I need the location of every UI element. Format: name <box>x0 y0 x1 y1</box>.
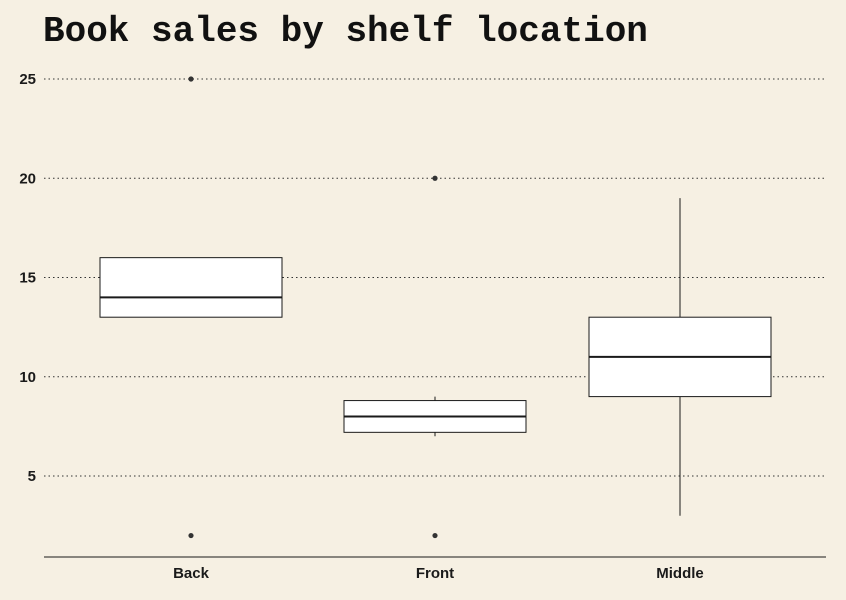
y-tick-label-20: 20 <box>19 170 36 187</box>
outlier-front-20 <box>432 175 438 181</box>
y-tick-label-5: 5 <box>28 468 36 485</box>
outlier-front-2 <box>432 532 438 539</box>
x-tick-label-middle: Middle <box>656 565 704 582</box>
chart-title: Book sales by shelf location <box>43 11 648 52</box>
outlier-back-2 <box>188 532 194 539</box>
box-back <box>99 257 283 318</box>
x-tick-label-front: Front <box>416 565 454 582</box>
y-tick-label-25: 25 <box>19 71 36 88</box>
y-tick-label-10: 10 <box>19 369 36 386</box>
y-tick-label-15: 15 <box>19 270 36 287</box>
outlier-back-25 <box>188 76 194 82</box>
x-tick-label-back: Back <box>173 565 210 582</box>
